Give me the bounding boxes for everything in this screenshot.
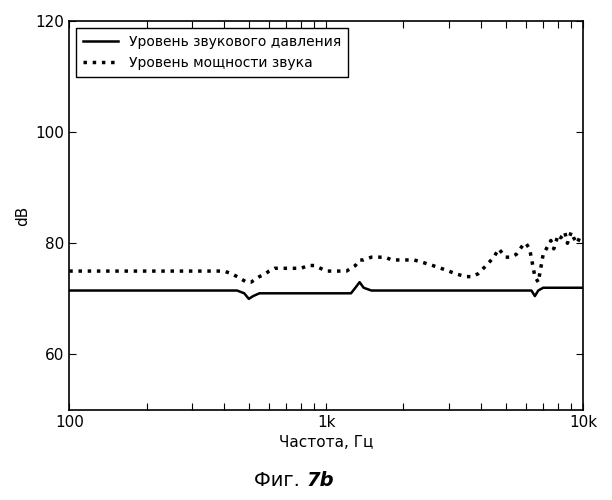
Уровень звукового давления <box>356 279 364 285</box>
Text: Фиг.: Фиг. <box>254 470 306 490</box>
Y-axis label: dB: dB <box>15 206 30 226</box>
Уровень мощности звука <box>65 268 73 274</box>
Уровень мощности звука <box>220 268 228 274</box>
Уровень звукового давления <box>522 288 529 294</box>
Уровень мощности звука <box>482 262 490 268</box>
X-axis label: Частота, Гц: Частота, Гц <box>279 436 373 450</box>
Line: Уровень звукового давления: Уровень звукового давления <box>69 282 583 299</box>
Text: 7b: 7b <box>306 470 334 490</box>
Legend: Уровень звукового давления, Уровень мощности звука: Уровень звукового давления, Уровень мощн… <box>76 28 348 77</box>
Уровень звукового давления <box>425 288 432 294</box>
Уровень мощности звука <box>474 271 482 277</box>
Уровень звукового давления <box>400 288 407 294</box>
Уровень звукового давления <box>394 288 401 294</box>
Уровень мощности звука <box>405 257 412 263</box>
Уровень звукового давления <box>580 284 587 290</box>
Уровень звукового давления <box>245 296 253 302</box>
Уровень мощности звука <box>243 279 250 285</box>
Уровень мощности звука <box>580 232 587 238</box>
Line: Уровень мощности звука: Уровень мощности звука <box>69 232 583 282</box>
Уровень звукового давления <box>445 288 452 294</box>
Уровень мощности звука <box>333 268 340 274</box>
Уровень звукового давления <box>65 288 73 294</box>
Уровень мощности звука <box>531 274 539 280</box>
Уровень мощности звука <box>561 229 569 235</box>
Уровень звукового давления <box>290 290 297 296</box>
